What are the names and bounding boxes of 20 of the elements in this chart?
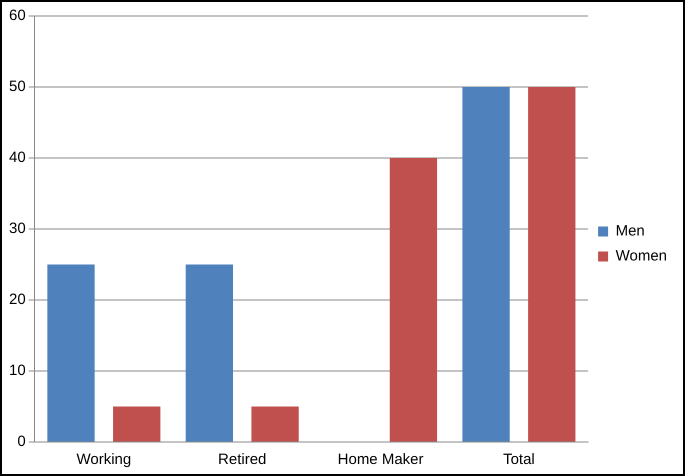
x-tick-label: Working (76, 451, 132, 468)
legend-label: Men (616, 222, 645, 240)
bar (462, 87, 510, 442)
y-tick-label: 60 (8, 7, 26, 24)
bar (390, 158, 438, 442)
y-tick-label: 30 (8, 220, 26, 238)
bar (186, 264, 234, 442)
y-tick-label: 20 (8, 291, 26, 308)
bar (251, 406, 299, 442)
bar (47, 264, 95, 442)
y-tick-label: 0 (17, 433, 26, 450)
x-tick-label: Home Maker (338, 451, 424, 468)
legend-label: Women (616, 248, 668, 265)
bar (528, 87, 576, 442)
y-tick-label: 50 (8, 78, 26, 96)
x-tick-label: Total (503, 451, 535, 468)
x-tick-label: Retired (218, 451, 266, 468)
bar (113, 406, 160, 442)
y-tick-label: 10 (8, 362, 26, 380)
y-tick-label: 40 (8, 149, 26, 166)
